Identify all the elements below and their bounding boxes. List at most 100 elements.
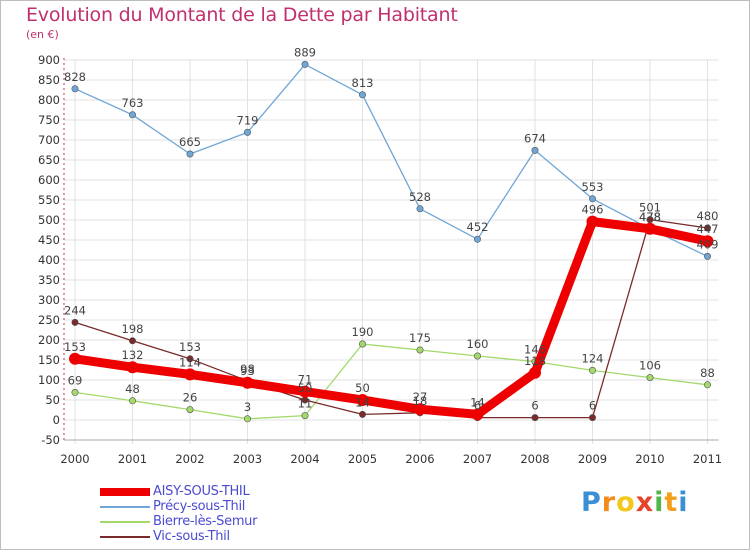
data-point-1	[301, 60, 309, 68]
chart-title: Evolution du Montant de la Dette par Hab…	[26, 4, 458, 26]
y-tick-label: -50	[41, 433, 60, 447]
legend-label-aisy: AISY-SOUS-THIL	[153, 484, 250, 499]
data-label-2: 11	[298, 397, 313, 411]
data-label-2: 146	[524, 343, 546, 357]
chart-subtitle: (en €)	[26, 28, 59, 41]
x-tick-label: 2000	[60, 452, 89, 466]
data-point-0	[69, 352, 81, 365]
x-tick-label: 2002	[175, 452, 204, 466]
data-point-2	[646, 374, 654, 382]
legend-swatch-vic	[100, 536, 150, 538]
y-tick-label: 350	[38, 273, 60, 287]
logo-letter: r	[601, 487, 617, 518]
data-point-0	[414, 403, 426, 416]
y-tick-label: 800	[38, 93, 60, 107]
data-point-0	[529, 366, 541, 379]
data-label-0: 496	[582, 203, 604, 217]
legend-swatch-aisy	[100, 488, 150, 496]
data-point-0	[471, 408, 484, 421]
data-point-1	[531, 146, 539, 154]
data-label-2: 48	[125, 382, 140, 396]
data-label-1: 452	[467, 220, 489, 234]
data-label-2: 190	[352, 325, 374, 339]
data-label-0: 71	[298, 373, 313, 387]
data-label-0: 14	[470, 395, 485, 409]
y-tick-label: 600	[38, 173, 60, 187]
y-tick-label: 250	[38, 313, 60, 327]
data-point-1	[244, 128, 252, 136]
y-tick-label: 550	[38, 193, 60, 207]
logo-letter: P	[581, 487, 602, 518]
data-point-0	[356, 394, 369, 406]
data-point-3	[703, 224, 711, 232]
data-point-2	[703, 381, 711, 389]
data-label-1: 889	[294, 45, 316, 59]
data-point-1	[358, 91, 366, 99]
data-point-0	[701, 235, 714, 248]
data-label-0: 50	[355, 381, 370, 395]
data-label-1: 828	[64, 70, 86, 84]
data-label-2: 106	[639, 359, 661, 373]
y-tick-label: 850	[38, 73, 60, 87]
data-label-1: 528	[409, 190, 431, 204]
y-tick-label: 750	[38, 113, 60, 127]
data-point-3	[531, 414, 539, 422]
data-label-2: 160	[467, 337, 489, 351]
data-point-0	[184, 368, 196, 381]
series-line-3	[74, 218, 709, 419]
data-point-0	[299, 385, 311, 398]
data-label-2: 88	[700, 366, 715, 380]
data-label-3: 501	[639, 201, 661, 215]
y-tick-label: 500	[38, 213, 60, 227]
data-label-1: 719	[237, 113, 259, 127]
y-tick-label: 450	[38, 233, 60, 247]
data-label-0: 478	[639, 210, 661, 224]
data-label-3: 14	[355, 395, 370, 409]
data-point-0	[586, 215, 599, 228]
logo-letter: i	[678, 487, 689, 518]
y-tick-label: 300	[38, 293, 60, 307]
data-point-2	[186, 406, 194, 414]
data-label-1: 553	[582, 180, 604, 194]
data-label-1: 665	[179, 135, 201, 149]
x-tick-label: 2009	[578, 452, 607, 466]
data-label-1: 409	[697, 237, 719, 251]
data-point-3	[186, 355, 194, 363]
x-tick-label: 2005	[348, 452, 377, 466]
data-label-0: 132	[122, 348, 144, 362]
x-tick-label: 2006	[405, 452, 434, 466]
proxiti-logo: Proxiti	[581, 487, 689, 518]
legend-swatch-bierre	[100, 521, 150, 523]
data-point-1	[71, 85, 79, 93]
logo-letter: i	[654, 487, 665, 518]
data-label-1: 478	[639, 210, 661, 224]
series-line-0	[70, 217, 712, 419]
data-point-1	[703, 252, 711, 260]
legend-label-precy: Précy-sous-Thil	[153, 499, 246, 514]
data-label-1: 763	[122, 96, 144, 110]
data-point-3	[129, 337, 137, 345]
data-label-2: 3	[244, 400, 251, 414]
x-tick-label: 2001	[118, 452, 147, 466]
y-tick-label: 650	[38, 153, 60, 167]
data-label-0: 118	[524, 354, 546, 368]
data-label-2: 69	[68, 373, 83, 387]
y-tick-label: 100	[38, 373, 60, 387]
y-tick-label: 900	[38, 53, 60, 67]
data-point-0	[644, 222, 656, 235]
series-line-1	[74, 63, 709, 258]
legend-label-bierre: Bierre-lès-Semur	[153, 514, 258, 529]
data-point-3	[71, 318, 79, 326]
data-point-3	[358, 410, 366, 418]
data-point-1	[129, 111, 137, 119]
data-point-0	[126, 361, 139, 374]
data-label-0: 447	[697, 222, 719, 236]
x-tick-label: 2008	[520, 452, 549, 466]
data-point-1	[416, 205, 424, 213]
data-label-0: 114	[179, 355, 201, 369]
data-point-1	[186, 150, 194, 158]
data-label-3: 198	[122, 322, 144, 336]
x-tick-label: 2011	[693, 452, 722, 466]
